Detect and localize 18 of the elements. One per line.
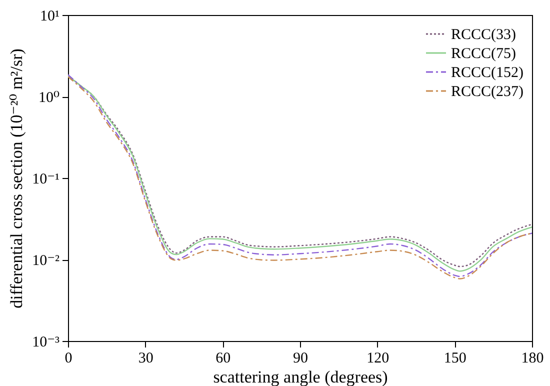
x-axis-title: scattering angle (degrees) (213, 368, 388, 386)
x-tick-label: 150 (444, 350, 466, 366)
legend-label: RCCC(152) (451, 65, 524, 81)
y-tick-label: 10⁻² (32, 253, 60, 269)
y-tick-label: 10⁰ (38, 90, 60, 106)
x-tick-label: 30 (138, 350, 154, 366)
x-tick-label: 120 (366, 350, 390, 366)
legend-label: RCCC(75) (451, 46, 516, 62)
x-tick-label: 180 (521, 350, 544, 366)
y-axis-title: differential cross section (10⁻²⁰ m²/sr) (7, 48, 26, 308)
x-tick-label: 0 (64, 350, 72, 366)
y-tick-label: 10⁻¹ (32, 172, 60, 188)
x-tick-label: 90 (293, 350, 308, 366)
y-tick-label: 10⁻³ (32, 334, 60, 350)
y-tick-label: 10¹ (40, 8, 60, 24)
legend-label: RCCC(33) (451, 27, 516, 43)
x-tick-label: 60 (216, 350, 231, 366)
legend-label: RCCC(237) (451, 84, 524, 100)
